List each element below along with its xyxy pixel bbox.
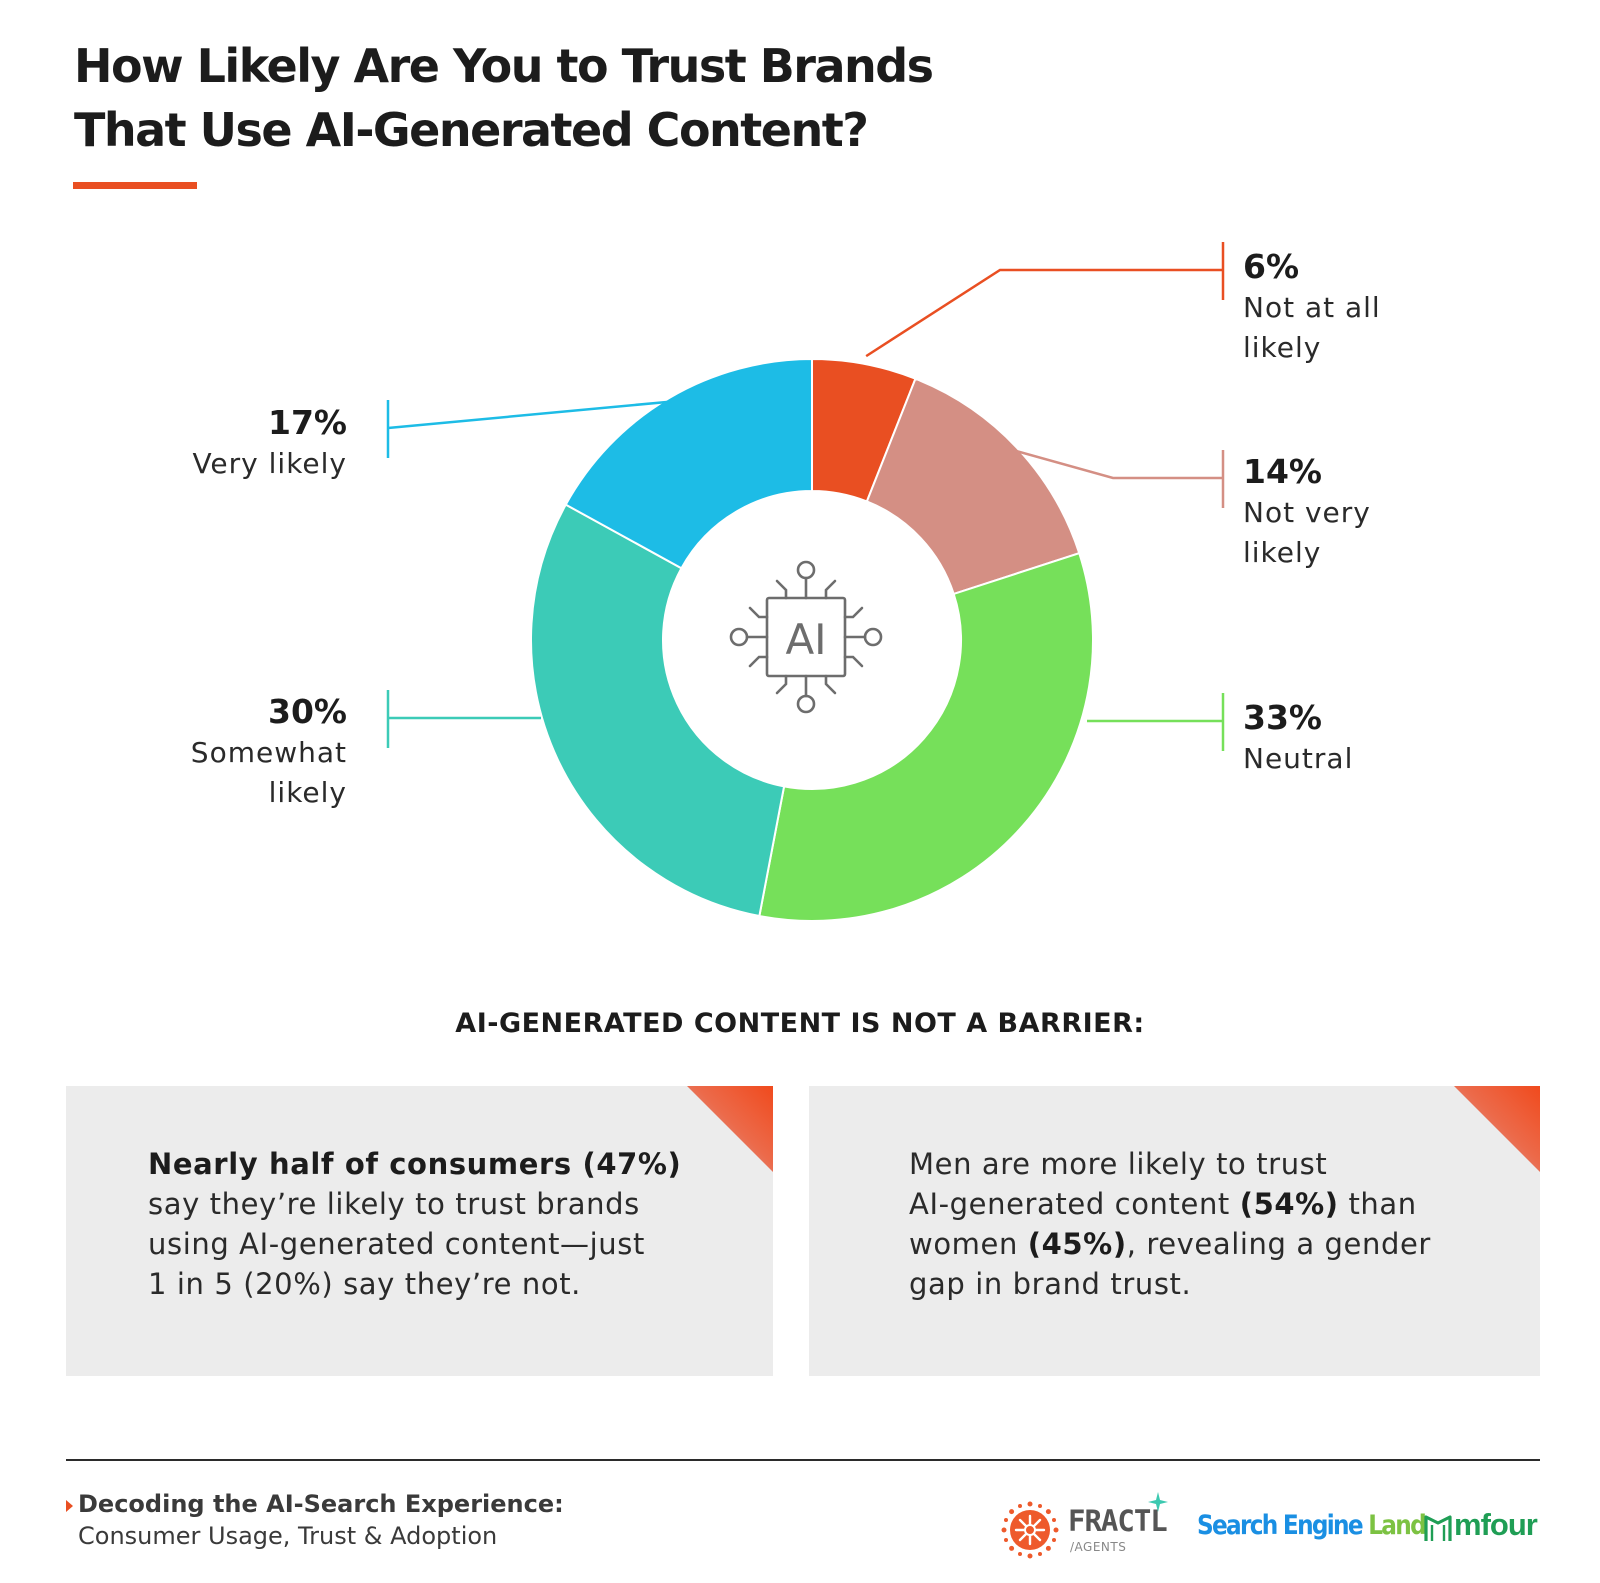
footer-divider xyxy=(66,1459,1540,1461)
sparkle-icon xyxy=(1148,1492,1168,1512)
title-line-1: How Likely Are You to Trust Brands xyxy=(74,39,934,93)
card-text-run: , revealing a gender xyxy=(1126,1227,1431,1261)
fractl-logo: FRACTL /AGENTS xyxy=(998,1492,1168,1568)
section-heading: AI-GENERATED CONTENT IS NOT A BARRIER: xyxy=(455,1008,1145,1039)
card-text: Nearly half of consumers (47%) say they’r… xyxy=(148,1144,681,1304)
leader-line-very-likely xyxy=(387,400,672,430)
label-category: Somewhat xyxy=(190,736,347,769)
footer-subtitle: Consumer Usage, Trust & Adoption xyxy=(78,1522,498,1550)
card-corner-accent xyxy=(687,1086,773,1172)
card-text: Men are more likely to trust AI-generated… xyxy=(909,1144,1431,1304)
card-corner-accent xyxy=(1454,1086,1540,1172)
card-text-run: (45%) xyxy=(1027,1227,1127,1261)
mfour-mark-icon xyxy=(1424,1515,1452,1541)
fractl-sub: /AGENTS xyxy=(1070,1540,1127,1554)
label-pct: 6% xyxy=(1243,247,1300,286)
donut-slice-very-likely xyxy=(564,357,813,570)
label-category: likely xyxy=(1243,536,1322,569)
card-text-run: AI-generated content xyxy=(909,1187,1240,1221)
label-neutral: 33% Neutral xyxy=(1243,697,1463,779)
fractl-burst-icon xyxy=(1001,1501,1059,1559)
title-accent-bar xyxy=(73,182,197,189)
card-text-run: say they’re likely to trust brands xyxy=(148,1187,640,1221)
label-not-at-all-likely: 6% Not at all likely xyxy=(1243,246,1463,368)
mfour-wordmark: mfour xyxy=(1454,1507,1538,1542)
card-text-run: 1 in 5 (20%) say they’re not. xyxy=(148,1267,581,1301)
card-text-run: Nearly half of consumers (47%) xyxy=(148,1147,682,1181)
search-engine-land-logo: Search Engine Land xyxy=(1197,1510,1427,1541)
label-category: Not at all xyxy=(1243,291,1381,324)
label-category: Very likely xyxy=(192,447,347,480)
footer-arrow-icon xyxy=(66,1500,73,1512)
label-not-very-likely: 14% Not very likely xyxy=(1243,451,1463,573)
label-category: Neutral xyxy=(1243,742,1354,775)
label-category: likely xyxy=(1243,331,1322,364)
label-category: likely xyxy=(268,776,347,809)
card-text-run: (54%) xyxy=(1239,1187,1339,1221)
card-text-run: using AI-generated content—just xyxy=(148,1227,645,1261)
donut-slice-not-very-likely xyxy=(865,377,1081,596)
leader-line-not-at-all-likely xyxy=(865,268,1223,358)
donut-chart: AI xyxy=(386,242,1225,922)
label-pct: 17% xyxy=(268,403,347,442)
card-text-run: than xyxy=(1338,1187,1417,1221)
footer-title: Decoding the AI-Search Experience: xyxy=(78,1490,564,1518)
fractl-wordmark: FRACTL xyxy=(1068,1504,1168,1538)
card-text-run: Men are more likely to trust xyxy=(909,1147,1328,1181)
ai-chip-label: AI xyxy=(785,615,826,664)
sel-part-2: Land xyxy=(1368,1510,1426,1541)
label-pct: 30% xyxy=(268,692,347,731)
label-somewhat-likely: 30% Somewhat likely xyxy=(127,691,347,813)
card-text-run: women xyxy=(909,1227,1028,1261)
label-category: Not very xyxy=(1243,496,1371,529)
title-line-2: That Use AI-Generated Content? xyxy=(74,103,869,157)
label-very-likely: 17% Very likely xyxy=(127,402,347,484)
ai-chip-icon: AI xyxy=(729,560,883,714)
leader-line-not-very-likely xyxy=(1013,449,1223,480)
label-pct: 33% xyxy=(1243,698,1322,737)
insight-card-1: Nearly half of consumers (47%) say they’r… xyxy=(66,1086,773,1376)
sel-part-1: Search Engine xyxy=(1197,1510,1364,1541)
insight-card-2: Men are more likely to trust AI-generated… xyxy=(809,1086,1540,1376)
card-text-run: gap in brand trust. xyxy=(909,1267,1192,1301)
donut-slice-neutral xyxy=(758,551,1094,922)
label-pct: 14% xyxy=(1243,452,1322,491)
page-title: How Likely Are You to Trust Brands That … xyxy=(74,34,934,162)
donut-slice-somewhat-likely xyxy=(530,503,786,918)
